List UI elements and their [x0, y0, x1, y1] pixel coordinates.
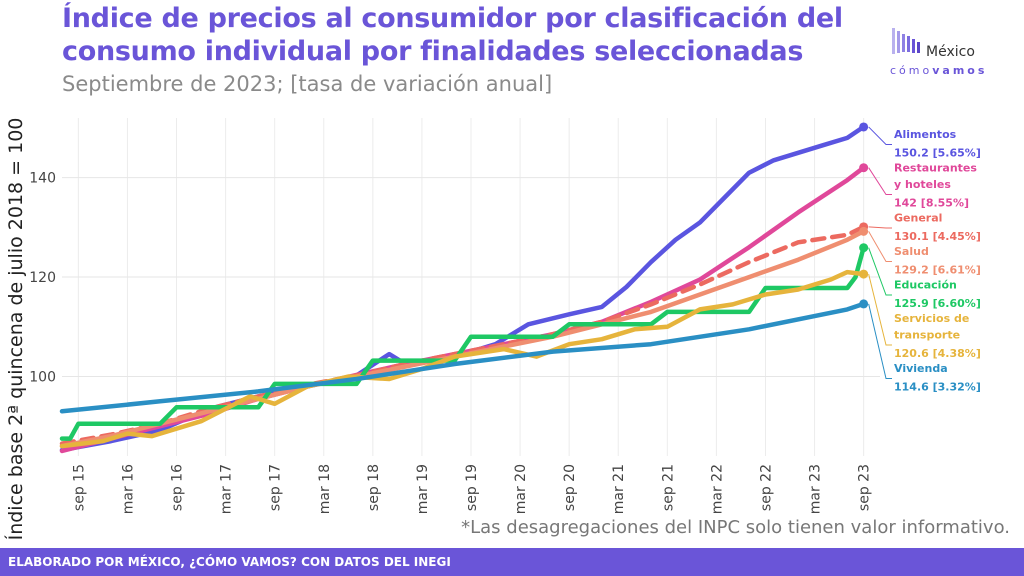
- series-value-label: 114.6 [3.32%]: [894, 381, 981, 394]
- x-tick-label: mar 18: [317, 464, 333, 514]
- x-tick-label: mar 16: [120, 464, 136, 514]
- series-end-point: [859, 226, 869, 236]
- x-tick-label: sep 23: [857, 464, 873, 511]
- x-tick-label: mar 19: [415, 464, 431, 514]
- series-leader-line: [868, 226, 892, 229]
- footnote: *Las desagregaciones del INPC solo tiene…: [461, 517, 1010, 538]
- x-tick-label: mar 17: [219, 464, 235, 514]
- series-value-label: 150.2 [5.65%]: [894, 147, 981, 160]
- series-end-point: [859, 299, 869, 309]
- x-tick-label: sep 15: [71, 464, 87, 511]
- logo-tagline-b: vamos: [932, 64, 988, 77]
- series-name-label: General: [894, 212, 942, 225]
- series-end-point: [859, 243, 869, 253]
- series-leader-line: [868, 247, 892, 296]
- series-line: [59, 301, 866, 414]
- y-tick-label: 100: [29, 369, 56, 385]
- footer-text: ELABORADO POR MÉXICO, ¿CÓMO VAMOS? CON D…: [8, 555, 451, 569]
- series-name-label: y hoteles: [894, 178, 951, 191]
- page-subtitle: Septiembre de 2023; [tasa de variación a…: [62, 72, 553, 96]
- x-tick-label: sep 21: [660, 464, 676, 511]
- series-line: [59, 224, 866, 446]
- y-tick-label: 120: [29, 270, 56, 286]
- logo-name: México: [926, 44, 975, 60]
- chart-axes: sep 15 mar 16 sep 16 mar 17 sep 17 mar 18 sep …: [4, 118, 873, 541]
- x-tick-label: sep 19: [464, 464, 480, 511]
- series-end-point: [859, 269, 869, 279]
- series-leader-line: [868, 167, 892, 195]
- series-value-label: 142 [8.55%]: [894, 197, 969, 210]
- series-end-point: [859, 122, 869, 132]
- x-tick-label: sep 17: [268, 464, 284, 511]
- chart-end-labels: Alimentos 150.2 [5.65%] Restaurantes y hote…: [868, 126, 981, 394]
- x-tick-label: sep 18: [366, 464, 382, 511]
- x-tick-label: mar 20: [513, 464, 529, 514]
- series-name-label: Salud: [894, 245, 929, 258]
- chart-series: [59, 122, 869, 454]
- series-value-label: 125.9 [6.60%]: [894, 297, 981, 310]
- bar-logo-icon: [892, 28, 920, 54]
- footer-bar: ELABORADO POR MÉXICO, ¿CÓMO VAMOS? CON D…: [0, 548, 1024, 576]
- x-tick-label: mar 22: [709, 464, 725, 514]
- series-leader-line: [868, 231, 892, 262]
- series-value-label: 120.6 [4.38%]: [894, 347, 981, 360]
- series-name-label: transporte: [894, 329, 960, 342]
- line-chart: Alimentos 150.2 [5.65%] Restaurantes y hote…: [4, 118, 981, 541]
- y-axis-label: Índice base 2ª quincena de julio 2018 = …: [4, 118, 27, 541]
- series-line: [59, 245, 866, 441]
- series-name-label: Educación: [894, 279, 957, 292]
- series-leader-line: [868, 273, 892, 346]
- series-value-label: 129.2 [6.61%]: [894, 264, 981, 277]
- series-name-label: Servicios de: [894, 312, 969, 325]
- series-name-label: Alimentos: [894, 128, 957, 141]
- x-tick-label: sep 20: [562, 464, 578, 511]
- y-tick-label: 140: [29, 171, 56, 187]
- series-end-point: [859, 163, 869, 173]
- x-tick-label: sep 22: [758, 464, 774, 511]
- series-name-label: Vivienda: [894, 362, 948, 375]
- page-title: Índice de precios al consumidor por clas…: [62, 3, 843, 67]
- x-tick-label: sep 16: [170, 464, 186, 511]
- series-leader-line: [868, 303, 892, 379]
- x-tick-label: mar 21: [611, 464, 627, 514]
- x-tick-label: mar 23: [808, 464, 824, 514]
- series-leader-line: [868, 126, 892, 145]
- series-line: [59, 269, 866, 449]
- series-name-label: Restaurantes: [894, 162, 977, 175]
- series-line: [59, 124, 866, 453]
- series-value-label: 130.1 [4.45%]: [894, 230, 981, 243]
- logo-tagline-a: cómo: [890, 64, 933, 77]
- logo-tagline: cómovamos: [890, 64, 987, 77]
- logo: México cómovamos: [890, 22, 1015, 82]
